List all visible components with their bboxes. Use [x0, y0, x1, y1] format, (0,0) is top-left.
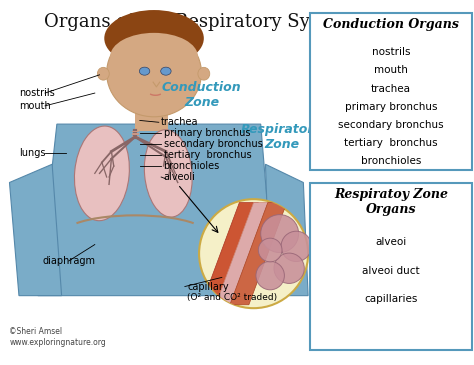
Text: bronchioles: bronchioles — [164, 161, 220, 171]
Text: Conduction Organs: Conduction Organs — [323, 18, 459, 31]
Ellipse shape — [110, 33, 198, 80]
Ellipse shape — [74, 126, 129, 221]
Ellipse shape — [145, 130, 192, 217]
Text: capillaries: capillaries — [365, 294, 418, 304]
Text: Conduction
Zone: Conduction Zone — [162, 81, 241, 109]
Ellipse shape — [161, 67, 171, 75]
Text: nostrils: nostrils — [372, 47, 410, 57]
Text: tertiary  bronchus: tertiary bronchus — [344, 138, 438, 148]
Circle shape — [258, 238, 282, 262]
Text: trachea: trachea — [161, 117, 199, 127]
Polygon shape — [216, 203, 273, 305]
Text: mouth: mouth — [374, 65, 408, 76]
Text: alveoli: alveoli — [164, 172, 195, 182]
FancyBboxPatch shape — [310, 13, 472, 170]
Ellipse shape — [104, 10, 204, 66]
Text: secondary bronchus: secondary bronchus — [338, 120, 444, 130]
Circle shape — [281, 231, 311, 262]
Text: lungs: lungs — [19, 148, 46, 158]
FancyBboxPatch shape — [310, 182, 472, 350]
Polygon shape — [38, 124, 275, 296]
Polygon shape — [230, 203, 287, 305]
Text: secondary bronchus: secondary bronchus — [164, 139, 262, 149]
Text: primary bronchus: primary bronchus — [164, 128, 250, 138]
Text: bronchioles: bronchioles — [361, 156, 421, 166]
Ellipse shape — [97, 67, 109, 80]
Text: primary bronchus: primary bronchus — [345, 101, 438, 112]
Text: alveoi: alveoi — [375, 237, 407, 247]
Text: capillary: capillary — [187, 281, 229, 292]
Text: Organs of the Respiratory System: Organs of the Respiratory System — [44, 13, 354, 31]
Ellipse shape — [198, 67, 210, 80]
Text: nostrils: nostrils — [19, 88, 55, 98]
Text: ©Sheri Amsel
www.exploringnature.org: ©Sheri Amsel www.exploringnature.org — [9, 327, 106, 347]
Polygon shape — [265, 164, 308, 296]
Text: diaphragm: diaphragm — [43, 256, 96, 266]
Bar — [135, 110, 168, 131]
Text: mouth: mouth — [19, 101, 51, 111]
Text: tertiary  bronchus: tertiary bronchus — [164, 150, 251, 160]
Circle shape — [274, 253, 304, 284]
Text: Respiratoy Zone
Organs: Respiratoy Zone Organs — [334, 188, 448, 216]
Text: alveoi duct: alveoi duct — [362, 266, 420, 276]
Text: (O² and CO² traded): (O² and CO² traded) — [187, 293, 277, 302]
Polygon shape — [201, 203, 258, 305]
Ellipse shape — [107, 29, 201, 117]
Polygon shape — [9, 164, 62, 296]
Text: Respiratory
Zone: Respiratory Zone — [241, 123, 323, 151]
Circle shape — [256, 261, 284, 290]
Circle shape — [199, 199, 308, 308]
Ellipse shape — [139, 67, 150, 75]
Text: trachea: trachea — [371, 84, 411, 93]
Circle shape — [261, 215, 299, 253]
